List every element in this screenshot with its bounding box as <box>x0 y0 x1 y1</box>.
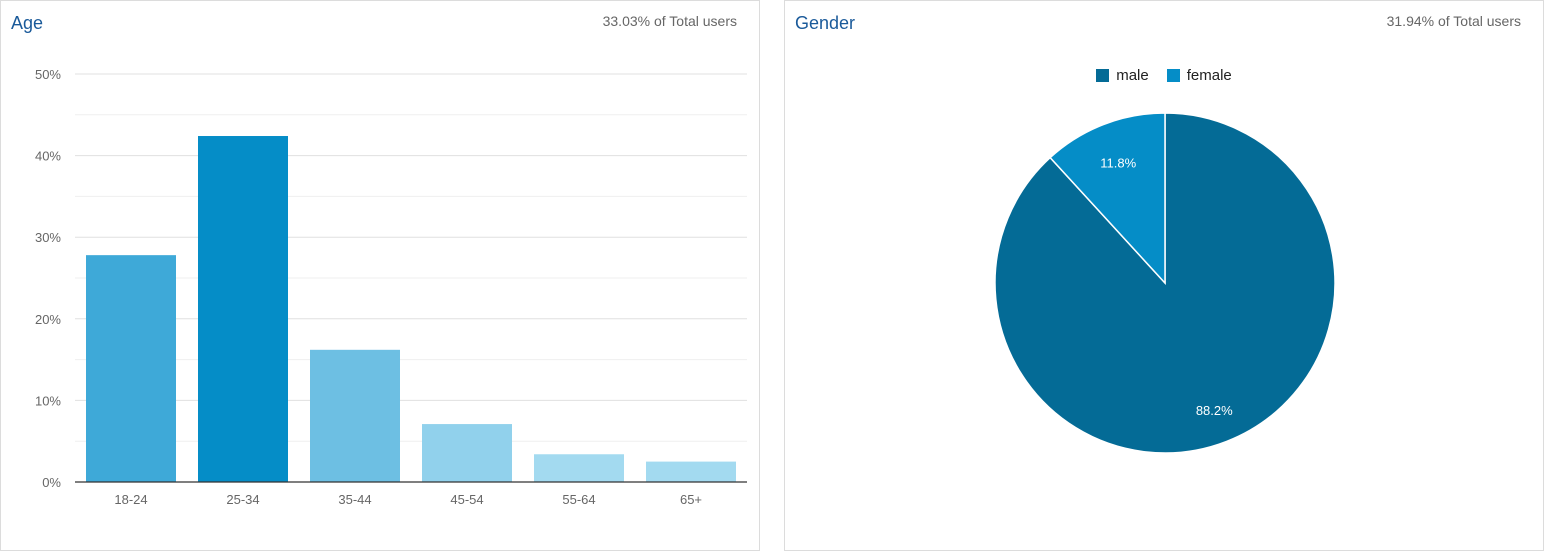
gender-legend: male female <box>785 67 1543 84</box>
x-tick-label: 45-54 <box>450 492 483 507</box>
y-tick-label: 20% <box>35 312 61 327</box>
age-bar-chart: 0% 10% 20% 30% 40% 50% 18-24 25-34 35-44 45-54 55-… <box>35 67 747 507</box>
gender-title: Gender <box>795 13 856 33</box>
legend-label-male: male <box>1116 67 1149 84</box>
pie-label-female: 11.8% <box>1100 156 1136 171</box>
pie-label-male: 88.2% <box>1196 403 1233 418</box>
legend-swatch-female <box>1166 69 1180 82</box>
x-tick-label: 25-34 <box>226 492 259 507</box>
pie-slice-female[interactable] <box>1049 112 1166 285</box>
y-tick-label: 10% <box>35 393 61 408</box>
x-tick-label: 65+ <box>680 492 702 507</box>
age-subtitle: 33.03% of Total users <box>602 13 737 29</box>
x-tick-label: 18-24 <box>114 492 147 507</box>
x-tick-label: 55-64 <box>562 492 595 507</box>
bar-45-54[interactable] <box>422 424 512 482</box>
legend-label-female: female <box>1186 67 1232 84</box>
legend-item-female[interactable]: female <box>1166 67 1232 84</box>
bar-55-64[interactable] <box>534 454 624 482</box>
legend-item-male[interactable]: male <box>1096 67 1149 84</box>
y-tick-label: 50% <box>35 67 61 82</box>
bar-18-24[interactable] <box>86 255 176 482</box>
y-tick-label: 30% <box>35 230 61 245</box>
y-tick-label: 0% <box>42 475 61 490</box>
age-title: Age <box>11 13 44 33</box>
bar-25-34[interactable] <box>198 136 288 483</box>
gender-subtitle: 31.94% of Total users <box>1386 13 1521 29</box>
bar-65+[interactable] <box>646 461 736 482</box>
bar-35-44[interactable] <box>310 349 400 482</box>
age-card: Age 33.03% of Total users 0% 10% 20% 30% 40%… <box>0 0 760 551</box>
gender-card: Gender 31.94% of Total users male female… <box>784 0 1544 551</box>
legend-swatch-male <box>1096 69 1110 82</box>
x-tick-label: 35-44 <box>338 492 371 507</box>
y-tick-label: 40% <box>35 149 61 164</box>
gender-pie-chart: 88.2% 11.8% <box>994 112 1336 454</box>
